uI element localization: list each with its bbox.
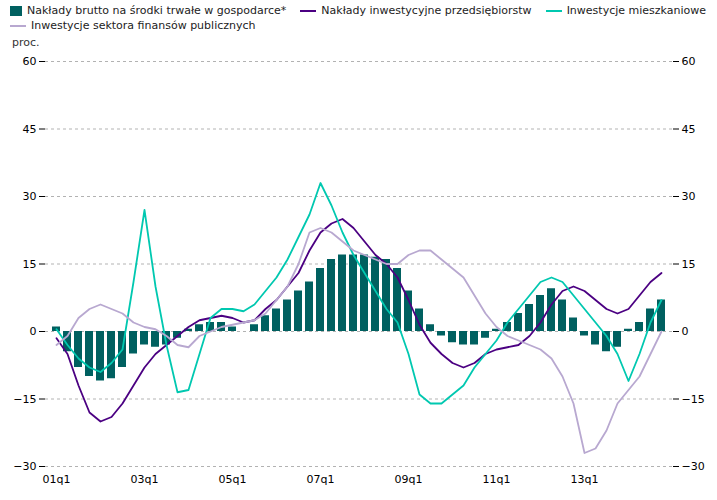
- svg-text:09q1: 09q1: [395, 473, 423, 486]
- svg-text:30: 30: [23, 190, 37, 203]
- html-text:proc.: proc.: [12, 36, 40, 49]
- svg-text:05q1: 05q1: [219, 473, 247, 486]
- svg-text:11q1: 11q1: [483, 473, 511, 486]
- svg-text:07q1: 07q1: [307, 473, 335, 486]
- svg-text:30: 30: [682, 190, 696, 203]
- html-text:Inwestycje sektora finansów pu: Inwestycje sektora finansów publicznych: [31, 19, 256, 32]
- svg-text:03q1: 03q1: [131, 473, 159, 486]
- svg-text:0: 0: [30, 325, 37, 338]
- svg-text:13q1: 13q1: [571, 473, 599, 486]
- svg-text:−30: −30: [13, 460, 36, 473]
- svg-text:0: 0: [682, 325, 689, 338]
- html-text:Nakłady inwestycyjne przedsięb: Nakłady inwestycyjne przedsiębiorstw: [321, 4, 532, 17]
- svg-text:15: 15: [682, 258, 696, 271]
- svg-text:01q1: 01q1: [43, 473, 71, 486]
- svg-text:45: 45: [23, 123, 37, 136]
- svg-text:60: 60: [682, 55, 696, 68]
- svg-text:60: 60: [23, 55, 37, 68]
- svg-text:15: 15: [23, 258, 37, 271]
- html-text:Inwestycje mieszkaniowe: Inwestycje mieszkaniowe: [566, 4, 706, 17]
- svg-text:45: 45: [682, 123, 696, 136]
- svg-text:−15: −15: [13, 393, 36, 406]
- svg-text:−30: −30: [682, 460, 705, 473]
- html-text:Nakłady brutto na środki trwał: Nakłady brutto na środki trwałe w gospod…: [27, 4, 287, 17]
- svg-text:−15: −15: [682, 393, 705, 406]
